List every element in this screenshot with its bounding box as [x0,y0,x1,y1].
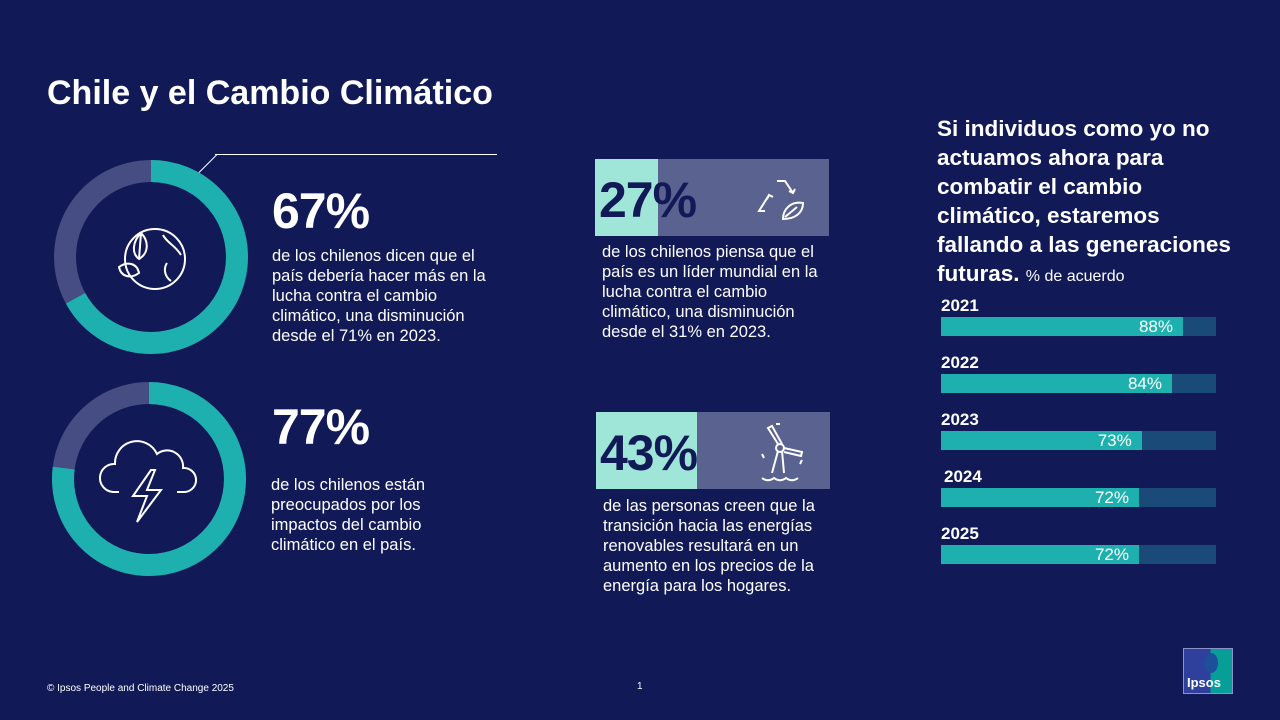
storm-cloud-icon [98,440,197,523]
bar-track: 72% [941,545,1216,564]
stat-box-43: 43% [596,412,830,489]
stat-description: de los chilenos piensa que el país es un… [602,243,818,341]
donut-chart-67 [54,160,248,354]
bar-track: 84% [941,374,1216,393]
page-number: 1 [637,681,643,692]
footer-copyright: © Ipsos People and Climate Change 2025 [47,683,234,694]
stat-description: de los chilenos dicen que el país deberí… [272,247,486,345]
bar-value-label: 88% [1138,317,1173,336]
stat-description: de las personas creen que la transición … [603,497,815,595]
bar-track: 73% [941,431,1216,450]
wind-turbine-icon [761,423,804,482]
donut-chart-77 [52,382,246,576]
bar-value-label: 84% [1127,374,1162,393]
stat-value: 27% [599,172,697,228]
earth-leaf-icon [117,228,186,290]
bar-track: 88% [941,317,1216,336]
bar-value-label: 72% [1094,545,1129,564]
chart-title: Si individuos como yo no actuamos ahora … [937,114,1247,291]
divider-line [215,154,497,155]
page-title: Chile y el Cambio Climático [47,74,493,112]
stat-value: 43% [600,425,698,481]
recycle-leaf-icon [757,180,805,221]
bar-track: 72% [941,488,1216,507]
stat-highlight [595,159,658,236]
bar: 84% [941,374,1172,393]
bar: 73% [941,431,1142,450]
stat-box-27: 27% [595,159,829,236]
bar: 72% [941,545,1139,564]
bar-category-label: 2024 [944,467,982,486]
bar-category-label: 2025 [941,524,979,543]
logo-head-silhouette [1204,653,1218,673]
stat-highlight [596,412,697,489]
stat-value: 67% [272,183,370,239]
stat-description: de los chilenos están preocupados por lo… [271,476,426,554]
bar-value-label: 72% [1094,488,1129,507]
logo-text: Ipsos [1187,675,1221,690]
bar-category-label: 2021 [941,296,979,315]
chart-title-text: Si individuos como yo no actuamos ahora … [937,116,1231,286]
bar: 72% [941,488,1139,507]
ipsos-logo: Ipsos [1183,648,1233,694]
donut-value-arc [52,382,246,576]
bar-category-label: 2022 [941,353,979,372]
stat-value: 77% [272,399,370,455]
bar-value-label: 73% [1097,431,1132,450]
bar-category-label: 2023 [941,410,979,429]
chart-subtitle: % de acuerdo [1025,268,1125,285]
donut-value-arc [54,160,248,354]
bar: 88% [941,317,1183,336]
